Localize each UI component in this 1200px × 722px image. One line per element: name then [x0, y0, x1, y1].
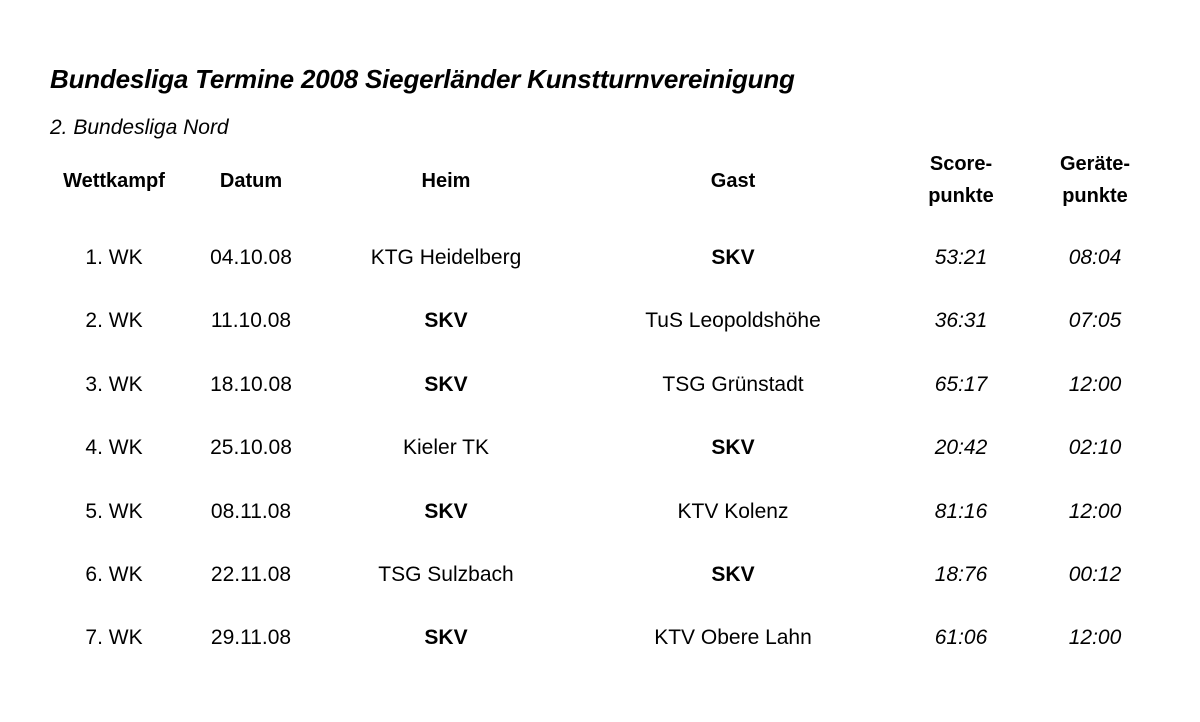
- cell-heim: SKV: [424, 373, 468, 396]
- header-geraete-line2: punkte: [1062, 185, 1128, 207]
- cell-gast: TuS Leopoldshöhe: [645, 309, 821, 332]
- cell-scorepunkte: 81:16: [934, 500, 988, 523]
- cell-wettkampf: 6. WK: [85, 563, 143, 586]
- header-scorepunkte: Score- punkte: [928, 148, 994, 212]
- page-subtitle: 2. Bundesliga Nord: [50, 116, 229, 139]
- cell-datum: 29.11.08: [210, 626, 292, 649]
- cell-wettkampf: 7. WK: [85, 626, 143, 649]
- cell-geraetepunkte: 12:00: [1068, 373, 1122, 396]
- cell-heim: TSG Sulzbach: [378, 563, 514, 586]
- cell-datum: 04.10.08: [210, 246, 292, 269]
- cell-wettkampf: 1. WK: [85, 246, 143, 269]
- header-geraete-line1: Geräte-: [1059, 153, 1131, 175]
- cell-wettkampf: 4. WK: [85, 436, 143, 459]
- header-geraetepunkte: Geräte- punkte: [1060, 148, 1130, 212]
- cell-datum: 25.10.08: [210, 436, 292, 459]
- cell-geraetepunkte: 00:12: [1068, 563, 1122, 586]
- header-score-line1: Score-: [929, 153, 993, 175]
- cell-gast: SKV: [711, 563, 755, 586]
- cell-wettkampf: 5. WK: [85, 500, 143, 523]
- cell-gast: KTV Kolenz: [677, 500, 789, 523]
- cell-scorepunkte: 65:17: [934, 373, 988, 396]
- cell-scorepunkte: 20:42: [934, 436, 988, 459]
- cell-heim: KTG Heidelberg: [370, 246, 522, 269]
- cell-gast: KTV Obere Lahn: [654, 626, 812, 649]
- cell-datum: 11.10.08: [210, 309, 292, 332]
- cell-gast: SKV: [711, 436, 755, 459]
- header-wettkampf: Wettkampf: [63, 170, 165, 192]
- cell-heim: SKV: [424, 309, 468, 332]
- cell-geraetepunkte: 12:00: [1068, 500, 1122, 523]
- cell-geraetepunkte: 12:00: [1068, 626, 1122, 649]
- cell-geraetepunkte: 02:10: [1068, 436, 1122, 459]
- header-datum: Datum: [219, 170, 283, 192]
- cell-geraetepunkte: 08:04: [1068, 246, 1122, 269]
- cell-scorepunkte: 53:21: [934, 246, 988, 269]
- cell-datum: 08.11.08: [210, 500, 292, 523]
- cell-heim: SKV: [424, 500, 468, 523]
- cell-datum: 22.11.08: [210, 563, 292, 586]
- cell-scorepunkte: 61:06: [934, 626, 988, 649]
- cell-heim: Kieler TK: [403, 436, 489, 459]
- cell-scorepunkte: 18:76: [934, 563, 988, 586]
- cell-heim: SKV: [424, 626, 468, 649]
- header-gast: Gast: [710, 170, 756, 192]
- cell-gast: TSG Grünstadt: [662, 373, 804, 396]
- page-title: Bundesliga Termine 2008 Siegerländer Kun…: [50, 64, 795, 94]
- header-heim: Heim: [421, 170, 471, 192]
- cell-wettkampf: 3. WK: [85, 373, 143, 396]
- cell-geraetepunkte: 07:05: [1068, 309, 1122, 332]
- cell-wettkampf: 2. WK: [85, 309, 143, 332]
- cell-gast: SKV: [711, 246, 755, 269]
- header-score-line2: punkte: [928, 185, 994, 207]
- cell-datum: 18.10.08: [210, 373, 292, 396]
- cell-scorepunkte: 36:31: [934, 309, 988, 332]
